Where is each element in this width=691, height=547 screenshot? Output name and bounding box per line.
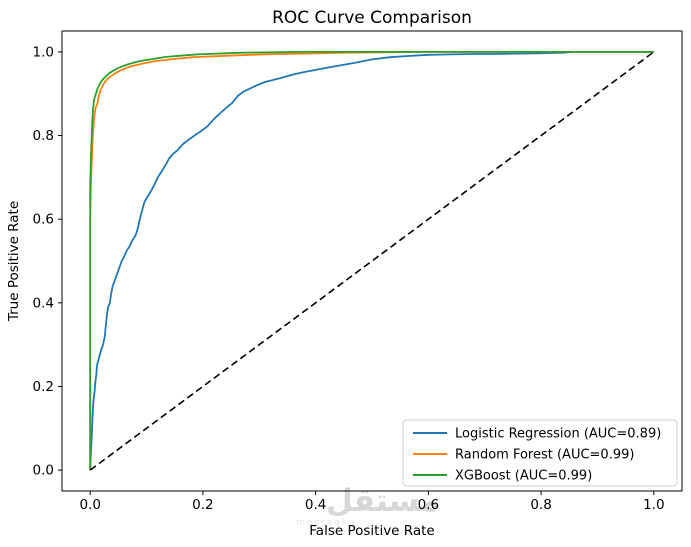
x-axis-label: False Positive Rate <box>309 523 434 539</box>
reference-diagonal <box>89 51 655 471</box>
x-tick-label: 0.4 <box>305 497 326 513</box>
legend-label-random-forest: Random Forest (AUC=0.99) <box>455 448 634 463</box>
y-tick-label: 0.4 <box>33 295 54 311</box>
legend-label-logistic-regression: Logistic Regression (AUC=0.89) <box>455 427 661 442</box>
legend-label-xgboost: XGBoost (AUC=0.99) <box>455 469 592 484</box>
y-tick-label: 1.0 <box>33 44 54 60</box>
y-tick-label: 0.0 <box>33 463 54 479</box>
x-tick-label: 0.0 <box>79 497 100 513</box>
roc-curves <box>89 51 655 471</box>
chart-title: ROC Curve Comparison <box>272 8 472 28</box>
y-tick-label: 0.2 <box>33 379 54 395</box>
x-tick-label: 0.8 <box>530 497 551 513</box>
axis-ticks: 0.0 0.2 0.4 0.6 0.8 1.0 0.0 0.2 0.4 0.6 0.8 1.0 <box>33 44 665 513</box>
y-tick-label: 0.8 <box>33 128 54 144</box>
y-axis-label: True Positive Rate <box>6 201 22 322</box>
curve-xgboost <box>89 51 654 471</box>
legend: Logistic Regression (AUC=0.89) Random For… <box>402 419 678 487</box>
x-tick-label: 1.0 <box>643 497 664 513</box>
plot-frame <box>61 30 683 492</box>
y-tick-label: 0.6 <box>33 212 54 228</box>
x-tick-label: 0.2 <box>192 497 213 513</box>
curve-random-forest <box>89 51 654 471</box>
legend-box <box>402 419 678 487</box>
curve-logistic-regression <box>89 51 654 471</box>
x-tick-label: 0.6 <box>418 497 439 513</box>
